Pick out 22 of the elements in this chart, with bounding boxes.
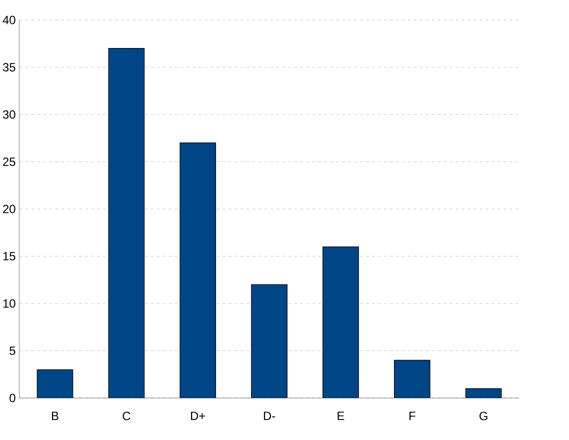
y-tick-label: 10 bbox=[3, 299, 16, 308]
x-tick-label: D+ bbox=[191, 412, 206, 420]
y-tick-label: 0 bbox=[10, 394, 16, 402]
x-tick-label: B bbox=[52, 412, 58, 420]
x-tick-label: F bbox=[409, 412, 416, 420]
x-tick-label: C bbox=[122, 412, 130, 420]
x-tick-label: G bbox=[480, 412, 488, 420]
bar bbox=[251, 284, 288, 398]
y-tick-label: 30 bbox=[2, 110, 16, 119]
bar bbox=[322, 246, 359, 398]
y-tick-label: 15 bbox=[3, 252, 16, 260]
bar bbox=[180, 142, 216, 398]
y-tick-label: 5 bbox=[10, 346, 16, 355]
bar bbox=[394, 360, 430, 398]
y-tick-label: 35 bbox=[2, 63, 16, 72]
bar bbox=[108, 48, 145, 398]
y-tick-label: 20 bbox=[3, 204, 16, 214]
y-tick-label: 40 bbox=[2, 16, 16, 24]
bar bbox=[36, 369, 74, 398]
y-tick-label: 25 bbox=[3, 158, 16, 166]
x-tick-label: E bbox=[338, 412, 344, 420]
x-tick-label: D- bbox=[264, 412, 276, 420]
